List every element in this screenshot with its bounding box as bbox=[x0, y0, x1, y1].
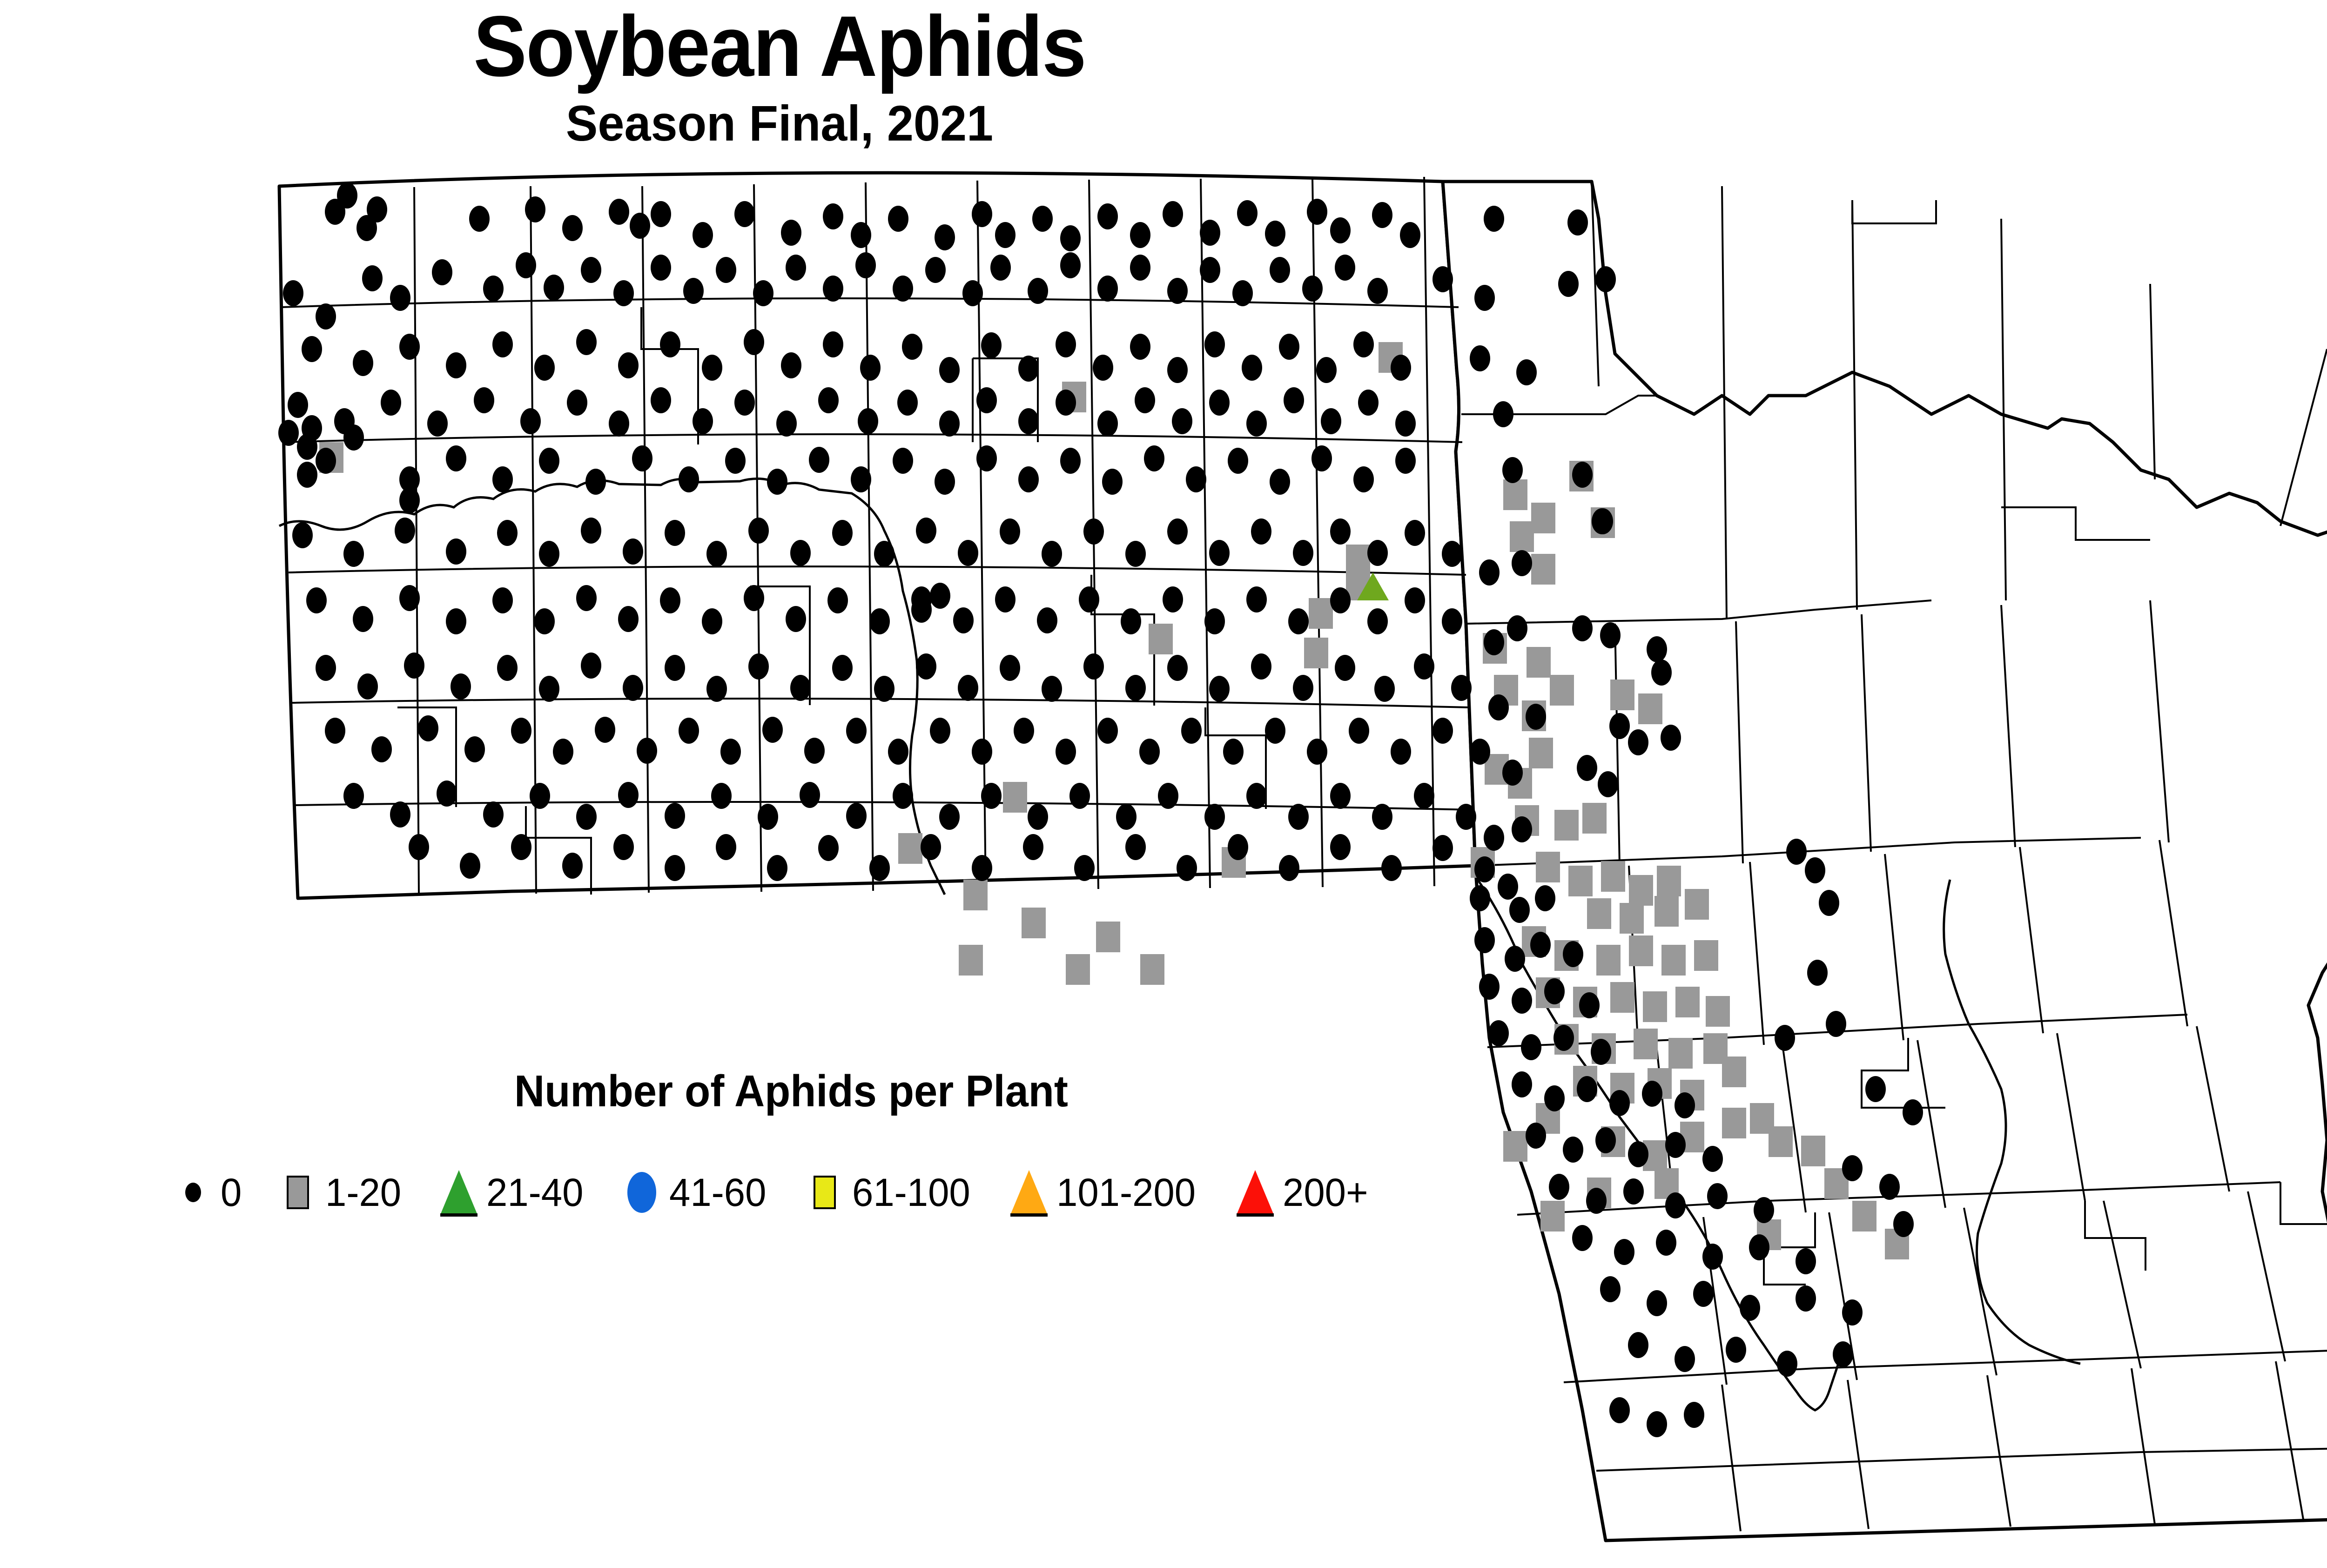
legend-item-label: 61-100 bbox=[852, 1170, 970, 1214]
green-triangle-marker[interactable] bbox=[1357, 572, 1389, 600]
green-triangle-icon bbox=[438, 1169, 480, 1217]
gray-square-icon bbox=[277, 1169, 319, 1216]
north-dakota-minnesota-county-map[interactable] bbox=[0, 154, 2327, 1568]
aphid-points-21-40 bbox=[1357, 572, 1389, 600]
legend-item[interactable]: 200+ bbox=[1234, 1164, 1371, 1220]
legend-items: 0 1-20 21-40 41-60 61-100 101-200 200+ bbox=[172, 1164, 1406, 1220]
blue-circle-icon bbox=[621, 1169, 663, 1216]
aphid-points-zero bbox=[278, 182, 1923, 1437]
legend: Number of Aphids per Plant 0 1-20 21-40 41-… bbox=[0, 1066, 1582, 1252]
black-dot-icon bbox=[172, 1169, 214, 1216]
legend-item-label: 101-200 bbox=[1056, 1170, 1196, 1214]
page-subtitle: Season Final, 2021 bbox=[565, 95, 994, 151]
title-block: Soybean Aphids Season Final, 2021 bbox=[0, 0, 1559, 148]
legend-item-label: 1-20 bbox=[325, 1170, 401, 1214]
state-outlines bbox=[277, 171, 2327, 1542]
legend-item-label: 0 bbox=[221, 1170, 242, 1214]
legend-item[interactable]: 41-60 bbox=[621, 1164, 769, 1220]
legend-title: Number of Aphids per Plant bbox=[514, 1066, 1068, 1116]
legend-item[interactable]: 101-200 bbox=[1008, 1164, 1200, 1220]
map-container[interactable] bbox=[0, 154, 2327, 1568]
page-title: Soybean Aphids bbox=[473, 0, 1086, 94]
orange-triangle-icon bbox=[1008, 1169, 1050, 1217]
north-dakota-outline bbox=[277, 171, 1477, 900]
legend-item[interactable]: 0 bbox=[172, 1164, 242, 1220]
red-triangle-icon bbox=[1234, 1169, 1276, 1217]
minnesota-county-boundaries bbox=[1461, 181, 2327, 1532]
legend-item[interactable]: 1-20 bbox=[277, 1164, 404, 1220]
legend-item[interactable]: 21-40 bbox=[438, 1164, 586, 1220]
legend-item-label: 200+ bbox=[1283, 1170, 1368, 1214]
yellow-square-icon bbox=[804, 1169, 846, 1216]
data-points-layer[interactable] bbox=[278, 182, 1923, 1437]
legend-item-label: 21-40 bbox=[486, 1170, 584, 1214]
legend-item-label: 41-60 bbox=[669, 1170, 767, 1214]
legend-item[interactable]: 61-100 bbox=[804, 1164, 974, 1220]
